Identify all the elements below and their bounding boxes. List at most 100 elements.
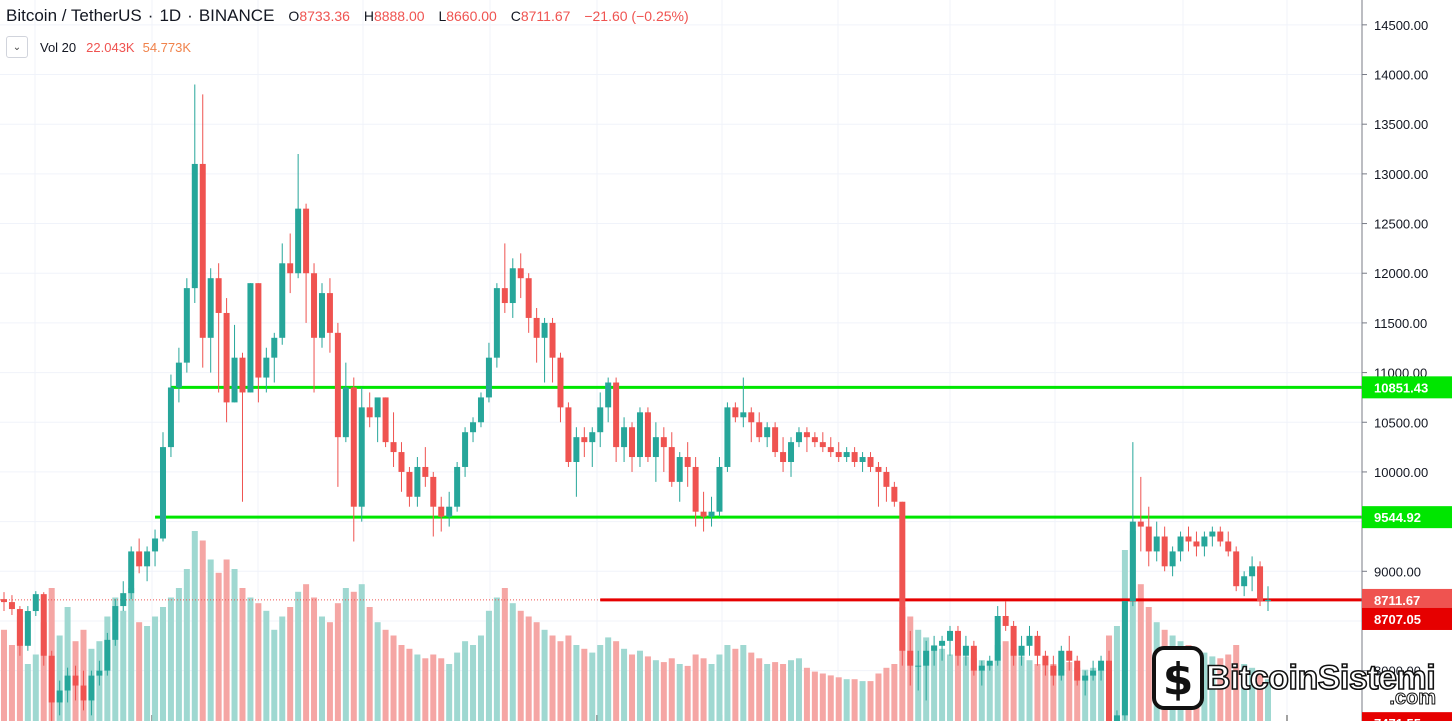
price-axis-label: 12000.00 bbox=[1374, 266, 1428, 281]
volume-bar bbox=[859, 681, 866, 721]
candle-body bbox=[843, 452, 850, 458]
price-tag bbox=[1362, 607, 1452, 630]
candle-body bbox=[175, 362, 182, 388]
candle-body bbox=[788, 442, 795, 462]
candle-body bbox=[1050, 665, 1057, 676]
candle-body bbox=[517, 268, 524, 279]
volume-bar bbox=[1265, 679, 1271, 721]
volume-bar bbox=[279, 616, 286, 721]
high-value: 8888.00 bbox=[373, 8, 425, 24]
candle-body bbox=[295, 208, 302, 274]
volume-bar bbox=[803, 667, 810, 721]
volume-bar bbox=[24, 664, 31, 721]
candle-body bbox=[859, 457, 866, 462]
volume-bar bbox=[962, 656, 969, 721]
volume-bar bbox=[1233, 645, 1240, 721]
candle-body bbox=[1074, 660, 1081, 681]
volume-bar bbox=[947, 654, 954, 721]
candle-body bbox=[1018, 645, 1025, 656]
volume-bar bbox=[430, 654, 437, 721]
candle-body bbox=[795, 432, 802, 443]
volume-bar bbox=[144, 626, 151, 721]
candle-body bbox=[199, 163, 206, 338]
candle-body bbox=[239, 357, 246, 393]
price-tag-label: 9544.92 bbox=[1374, 510, 1421, 525]
candle-body bbox=[24, 611, 31, 646]
candle-body bbox=[557, 357, 564, 408]
volume-bar bbox=[56, 635, 63, 721]
volume-bar bbox=[772, 662, 779, 721]
candle-body bbox=[986, 660, 993, 666]
candle-body bbox=[1042, 655, 1049, 666]
volume-bar bbox=[501, 588, 508, 721]
candle-body bbox=[152, 538, 159, 552]
volume-bar bbox=[112, 597, 119, 721]
volume-bar bbox=[1010, 648, 1017, 721]
price-tag bbox=[1362, 506, 1452, 529]
candle-body bbox=[1249, 566, 1256, 577]
candle-body bbox=[1058, 650, 1065, 676]
candle-body bbox=[1257, 566, 1264, 602]
candle-body bbox=[120, 593, 127, 607]
volume-bar bbox=[136, 622, 143, 721]
candle-body bbox=[867, 457, 874, 467]
volume-bar bbox=[1018, 656, 1025, 721]
candle-body bbox=[819, 442, 826, 448]
volume-bar bbox=[525, 616, 532, 721]
candle-body bbox=[994, 616, 1001, 661]
candle-body bbox=[1177, 536, 1184, 552]
volume-bar bbox=[1249, 667, 1256, 721]
interval[interactable]: 1D bbox=[159, 6, 182, 25]
volume-bar bbox=[470, 645, 477, 721]
volume-bar bbox=[549, 635, 556, 721]
volume-bar bbox=[1201, 652, 1208, 721]
candle-body bbox=[422, 466, 429, 477]
volume-bar bbox=[334, 603, 341, 721]
volume-bar bbox=[692, 654, 699, 721]
candle-body bbox=[207, 278, 214, 338]
candle-body bbox=[621, 427, 628, 448]
candle-body bbox=[764, 427, 771, 438]
candle-body bbox=[954, 630, 961, 656]
candle-body bbox=[1169, 551, 1176, 567]
price-axis-label: 12500.00 bbox=[1374, 217, 1428, 232]
volume-bar bbox=[120, 610, 127, 721]
separator: · bbox=[147, 6, 154, 25]
candle-body bbox=[223, 312, 230, 403]
volume-bar bbox=[1074, 667, 1081, 721]
close-value: 8711.67 bbox=[520, 8, 571, 24]
candle-body bbox=[931, 645, 938, 651]
candle-body bbox=[851, 452, 858, 462]
low-value: 8660.00 bbox=[446, 8, 497, 24]
volume-bar bbox=[223, 559, 230, 721]
volume-bar bbox=[1058, 660, 1065, 721]
candle-body bbox=[1034, 635, 1041, 656]
volume-label: Vol 20 bbox=[40, 39, 77, 55]
candle-body bbox=[915, 665, 922, 667]
volume-bar bbox=[660, 662, 667, 721]
price-tags: 10851.43 9544.92 7471.55 8711.67 8707.05 bbox=[1362, 376, 1452, 721]
volume-bar bbox=[1241, 664, 1248, 721]
candle-body bbox=[390, 442, 397, 453]
volume-bar bbox=[636, 650, 643, 721]
watermark-logo: $ BitcoinSistemi .com bbox=[1150, 640, 1450, 716]
symbol-name[interactable]: Bitcoin / TetherUS bbox=[6, 6, 142, 25]
price-axis-label: 10500.00 bbox=[1374, 415, 1428, 430]
candle-body bbox=[366, 407, 373, 418]
candle-body bbox=[271, 337, 278, 358]
candle-body bbox=[32, 594, 39, 612]
volume-bar bbox=[605, 637, 612, 721]
candle-body bbox=[470, 422, 477, 433]
volume-bar bbox=[1, 629, 7, 721]
volume-bar bbox=[788, 660, 795, 721]
candle-body bbox=[112, 606, 119, 640]
candle-body bbox=[318, 293, 325, 338]
volume-bar bbox=[342, 588, 349, 721]
open-label: O bbox=[288, 8, 300, 24]
candle-body bbox=[597, 407, 604, 433]
candle-body bbox=[1121, 601, 1128, 716]
chevron-down-icon[interactable]: ⌄ bbox=[6, 36, 28, 58]
volume-bar bbox=[843, 679, 850, 721]
candle-body bbox=[88, 675, 95, 701]
